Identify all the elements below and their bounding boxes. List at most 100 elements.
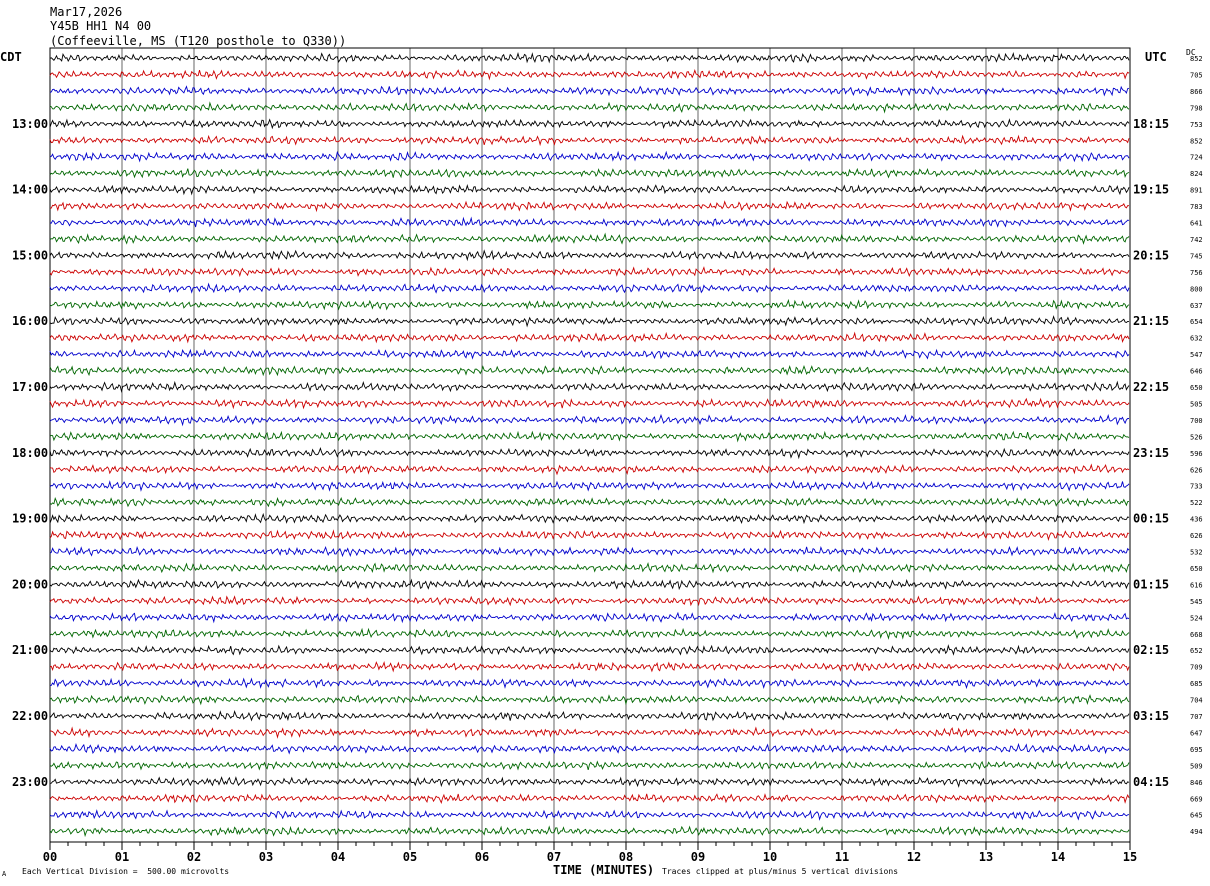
- left-hour-label: 14:00: [12, 183, 48, 197]
- dc-offset-value: 891: [1190, 187, 1203, 195]
- trace-line: [49, 167, 1130, 179]
- left-hour-label: 21:00: [12, 643, 48, 657]
- x-tick-label: 09: [691, 850, 705, 864]
- station-location: (Coffeeville, MS (T120 posthole to Q330)…: [50, 34, 347, 48]
- dc-offset-value: 742: [1190, 236, 1203, 244]
- dc-offset-value: 852: [1190, 137, 1203, 145]
- dc-offset-value: 866: [1190, 88, 1203, 96]
- x-tick-label: 05: [403, 850, 417, 864]
- left-hour-label: 13:00: [12, 117, 48, 131]
- right-hour-label: 18:15: [1133, 117, 1169, 131]
- trace-line: [49, 216, 1130, 228]
- trace-line: [49, 512, 1130, 525]
- dc-offset-value: 733: [1190, 483, 1203, 491]
- x-tick-label: 01: [115, 850, 129, 864]
- trace-line: [49, 52, 1130, 64]
- dc-offset-value: 637: [1190, 302, 1203, 310]
- vertical-scale-note: Each Vertical Division = 500.00 microvol…: [22, 867, 230, 876]
- trace-line: [49, 397, 1130, 410]
- trace-line: [49, 413, 1129, 427]
- dc-offset-value: 846: [1190, 779, 1203, 787]
- right-hour-label: 23:15: [1133, 446, 1169, 460]
- dc-offset-value: 641: [1190, 220, 1203, 228]
- left-hour-label: 20:00: [12, 577, 48, 591]
- x-tick-label: 10: [763, 850, 777, 864]
- dc-offset-value: 756: [1190, 269, 1203, 277]
- dc-offset-value: 700: [1190, 417, 1203, 425]
- trace-line: [49, 627, 1130, 640]
- dc-offset-value: 753: [1190, 121, 1203, 129]
- dc-offset-value: 632: [1190, 335, 1203, 343]
- dc-offset-value: 645: [1190, 812, 1203, 820]
- dc-offset-value: 668: [1190, 631, 1203, 639]
- dc-offset-value: 505: [1190, 400, 1203, 408]
- dc-offset-value: 704: [1190, 697, 1203, 705]
- trace-line: [49, 118, 1130, 130]
- dc-offset-value: 626: [1190, 466, 1203, 474]
- dc-offset-value: 436: [1190, 516, 1203, 524]
- x-tick-label: 13: [979, 850, 993, 864]
- dc-offset-value: 494: [1190, 828, 1203, 836]
- trace-line: [49, 529, 1130, 542]
- trace-line: [49, 809, 1130, 821]
- x-tick-label: 15: [1123, 850, 1137, 864]
- dc-offset-value: 596: [1190, 450, 1203, 458]
- trace-line: [49, 776, 1130, 788]
- trace-line: [49, 232, 1130, 245]
- trace-line: [49, 710, 1130, 722]
- x-tick-label: 12: [907, 850, 921, 864]
- x-tick-label: 03: [259, 850, 273, 864]
- trace-line: [49, 101, 1130, 114]
- dc-offset-value: 524: [1190, 614, 1203, 622]
- trace-line: [49, 430, 1130, 443]
- left-hour-label: 22:00: [12, 709, 48, 723]
- trace-line: [49, 545, 1130, 558]
- left-hour-label: 17:00: [12, 380, 48, 394]
- trace-line: [49, 496, 1129, 508]
- dc-offset-value: 705: [1190, 71, 1203, 79]
- trace-line: [49, 348, 1130, 360]
- dc-offset-value: 616: [1190, 581, 1203, 589]
- trace-line: [49, 364, 1130, 377]
- x-tick-label: 06: [475, 850, 489, 864]
- trace-line: [49, 266, 1130, 278]
- plot-frame: [49, 47, 1131, 843]
- trace-line: [49, 331, 1130, 344]
- right-hour-label: 03:15: [1133, 709, 1169, 723]
- station-id: Y45B HH1 N4 00: [50, 19, 152, 33]
- dc-offset-value: 798: [1190, 104, 1203, 112]
- trace-line: [49, 200, 1130, 213]
- trace-line: [49, 85, 1130, 97]
- right-hour-label: 01:15: [1133, 577, 1169, 591]
- dc-offset-value: 509: [1190, 762, 1203, 770]
- right-hour-label: 04:15: [1133, 775, 1169, 789]
- dc-offset-value: 626: [1190, 532, 1203, 540]
- right-hour-label: 20:15: [1133, 248, 1169, 262]
- trace-line: [49, 480, 1130, 492]
- dc-offset-value: 745: [1190, 252, 1203, 260]
- trace-line: [49, 660, 1130, 673]
- dc-offset-value: 646: [1190, 368, 1203, 376]
- right-hour-label: 00:15: [1133, 512, 1169, 526]
- trace-line: [49, 578, 1130, 591]
- x-tick-label: 04: [331, 850, 345, 864]
- dc-offset-value: 707: [1190, 713, 1203, 721]
- plot-date: Mar17,2026: [50, 5, 123, 19]
- right-hour-label: 19:15: [1133, 183, 1169, 197]
- trace-line: [49, 463, 1130, 476]
- dc-offset-value: 650: [1190, 565, 1203, 573]
- x-tick-label: 00: [43, 850, 57, 864]
- dc-offset-value: 547: [1190, 351, 1203, 359]
- trace-line: [49, 644, 1130, 656]
- trace-line: [49, 68, 1130, 81]
- dc-offset-value: 852: [1190, 55, 1203, 63]
- dc-offset-value: 824: [1190, 170, 1203, 178]
- x-tick-label: 07: [547, 850, 561, 864]
- dc-offset-value: 800: [1190, 285, 1203, 293]
- left-hour-label: 23:00: [12, 775, 48, 789]
- trace-line: [49, 184, 1130, 196]
- dc-offset-value: 695: [1190, 746, 1203, 754]
- dc-offset-value: 652: [1190, 647, 1203, 655]
- dc-offset-value: 532: [1190, 549, 1203, 557]
